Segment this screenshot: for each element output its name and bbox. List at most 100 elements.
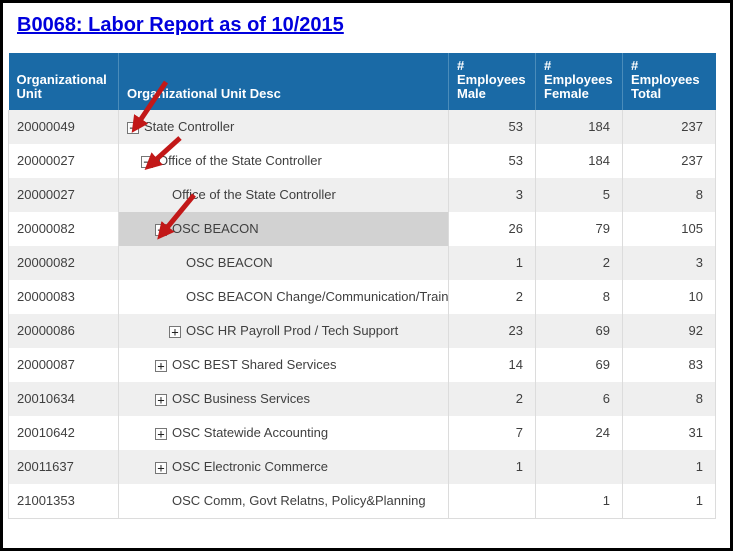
employees-female-cell: 8 (535, 280, 623, 314)
col-header-org-unit-desc: Organizational Unit Desc (118, 53, 449, 110)
employees-total-cell: 10 (622, 280, 716, 314)
employees-male-cell: 1 (448, 450, 536, 484)
employees-total-cell: 8 (622, 382, 716, 416)
employees-male-cell: 26 (448, 212, 536, 246)
employees-male-cell (448, 484, 536, 519)
col-header-org-unit: Organizational Unit (8, 53, 119, 110)
org-unit-desc-cell[interactable]: − OSC BEACON (118, 212, 449, 246)
table-row: 21001353 OSC Comm, Govt Relatns, Policy&… (8, 484, 716, 519)
employees-total-cell: 31 (622, 416, 716, 450)
org-unit-cell: 20000082 (8, 212, 119, 246)
header-row: Organizational Unit Organizational Unit … (8, 53, 716, 110)
org-unit-cell: 20000086 (8, 314, 119, 348)
employees-female-cell: 79 (535, 212, 623, 246)
toggle-collapse-icon[interactable]: − (127, 122, 139, 134)
employees-female-cell: 5 (535, 178, 623, 212)
org-unit-cell: 20000083 (8, 280, 119, 314)
org-unit-desc-cell[interactable]: + OSC Statewide Accounting (118, 416, 449, 450)
org-unit-cell: 20000049 (8, 110, 119, 144)
employees-male-cell: 3 (448, 178, 536, 212)
org-unit-desc-text: OSC HR Payroll Prod / Tech Support (186, 323, 399, 338)
employees-total-cell: 3 (622, 246, 716, 280)
employees-total-cell: 8 (622, 178, 716, 212)
org-unit-desc-cell[interactable]: Office of the State Controller (118, 178, 449, 212)
toggle-expand-icon[interactable]: + (169, 326, 181, 338)
org-unit-cell: 21001353 (8, 484, 119, 519)
report-title-link[interactable]: B0068: Labor Report as of 10/2015 (17, 14, 344, 36)
toggle-collapse-icon[interactable]: − (155, 224, 167, 236)
employees-total-cell: 1 (622, 450, 716, 484)
employees-female-cell: 1 (535, 484, 623, 519)
labor-report-table: Organizational Unit Organizational Unit … (8, 53, 716, 519)
org-unit-desc-cell[interactable]: OSC BEACON Change/Communication/Training (118, 280, 449, 314)
table-row: 20000086 + OSC HR Payroll Prod / Tech Sup… (8, 314, 716, 348)
table-row: 20000027 Office of the State Controller … (8, 178, 716, 212)
org-unit-cell: 20010642 (8, 416, 119, 450)
org-unit-desc-cell[interactable]: OSC BEACON (118, 246, 449, 280)
org-unit-cell: 20000027 (8, 144, 119, 178)
org-unit-desc-cell[interactable]: − State Controller (118, 110, 449, 144)
employees-female-cell: 184 (535, 110, 623, 144)
org-unit-cell: 20000087 (8, 348, 119, 382)
employees-male-cell: 14 (448, 348, 536, 382)
toggle-expand-icon[interactable]: + (155, 360, 167, 372)
employees-male-cell: 53 (448, 144, 536, 178)
employees-female-cell: 69 (535, 348, 623, 382)
employees-total-cell: 92 (622, 314, 716, 348)
org-unit-cell: 20010634 (8, 382, 119, 416)
org-unit-desc-cell[interactable]: − Office of the State Controller (118, 144, 449, 178)
table-row: 20010642 + OSC Statewide Accounting 7 24 … (8, 416, 716, 450)
col-header-employees-male: # Employees Male (448, 53, 536, 110)
employees-female-cell (535, 450, 623, 484)
employees-female-cell: 6 (535, 382, 623, 416)
org-unit-desc-cell[interactable]: + OSC Electronic Commerce (118, 450, 449, 484)
org-unit-desc-text: OSC Comm, Govt Relatns, Policy&Planning (172, 493, 426, 508)
toggle-expand-icon[interactable]: + (155, 428, 167, 440)
toggle-expand-icon[interactable]: + (155, 394, 167, 406)
org-unit-desc-text: Office of the State Controller (158, 153, 322, 168)
org-unit-desc-text: OSC BEACON Change/Communication/Training (186, 289, 449, 304)
table-row: 20010634 + OSC Business Services 2 6 8 (8, 382, 716, 416)
employees-male-cell: 2 (448, 280, 536, 314)
table-row: 20000087 + OSC BEST Shared Services 14 69… (8, 348, 716, 382)
table-row: 20000083 OSC BEACON Change/Communication… (8, 280, 716, 314)
employees-male-cell: 2 (448, 382, 536, 416)
col-header-employees-female: # Employees Female (535, 53, 623, 110)
org-unit-cell: 20000027 (8, 178, 119, 212)
employees-total-cell: 237 (622, 144, 716, 178)
table-row: 20000049 − State Controller 53 184 237 (8, 110, 716, 144)
org-unit-cell: 20000082 (8, 246, 119, 280)
employees-total-cell: 105 (622, 212, 716, 246)
org-unit-desc-cell[interactable]: + OSC HR Payroll Prod / Tech Support (118, 314, 449, 348)
employees-male-cell: 53 (448, 110, 536, 144)
employees-female-cell: 184 (535, 144, 623, 178)
org-unit-desc-text: OSC BEACON (172, 221, 259, 236)
employees-male-cell: 1 (448, 246, 536, 280)
org-unit-desc-text: OSC BEST Shared Services (172, 357, 337, 372)
employees-total-cell: 1 (622, 484, 716, 519)
table-body: 20000049 − State Controller 53 184 237 20… (8, 110, 716, 519)
employees-total-cell: 237 (622, 110, 716, 144)
org-unit-desc-text: State Controller (144, 119, 235, 134)
employees-total-cell: 83 (622, 348, 716, 382)
report-page: B0068: Labor Report as of 10/2015 Organi… (3, 3, 730, 548)
org-unit-desc-text: OSC BEACON (186, 255, 273, 270)
employees-female-cell: 24 (535, 416, 623, 450)
org-unit-desc-cell[interactable]: OSC Comm, Govt Relatns, Policy&Planning (118, 484, 449, 519)
org-unit-desc-cell[interactable]: + OSC Business Services (118, 382, 449, 416)
table-row: 20000027 − Office of the State Controller… (8, 144, 716, 178)
employees-male-cell: 23 (448, 314, 536, 348)
employees-female-cell: 2 (535, 246, 623, 280)
employees-female-cell: 69 (535, 314, 623, 348)
org-unit-desc-text: OSC Statewide Accounting (172, 425, 329, 440)
org-unit-desc-cell[interactable]: + OSC BEST Shared Services (118, 348, 449, 382)
table-row: 20000082 OSC BEACON 1 2 3 (8, 246, 716, 280)
org-unit-desc-text: Office of the State Controller (172, 187, 336, 202)
org-unit-cell: 20011637 (8, 450, 119, 484)
table-row: 20011637 + OSC Electronic Commerce 1 1 (8, 450, 716, 484)
toggle-expand-icon[interactable]: + (155, 462, 167, 474)
org-unit-desc-text: OSC Electronic Commerce (172, 459, 329, 474)
toggle-collapse-icon[interactable]: − (141, 156, 153, 168)
table-row: 20000082 − OSC BEACON 26 79 105 (8, 212, 716, 246)
col-header-employees-total: # Employees Total (622, 53, 716, 110)
